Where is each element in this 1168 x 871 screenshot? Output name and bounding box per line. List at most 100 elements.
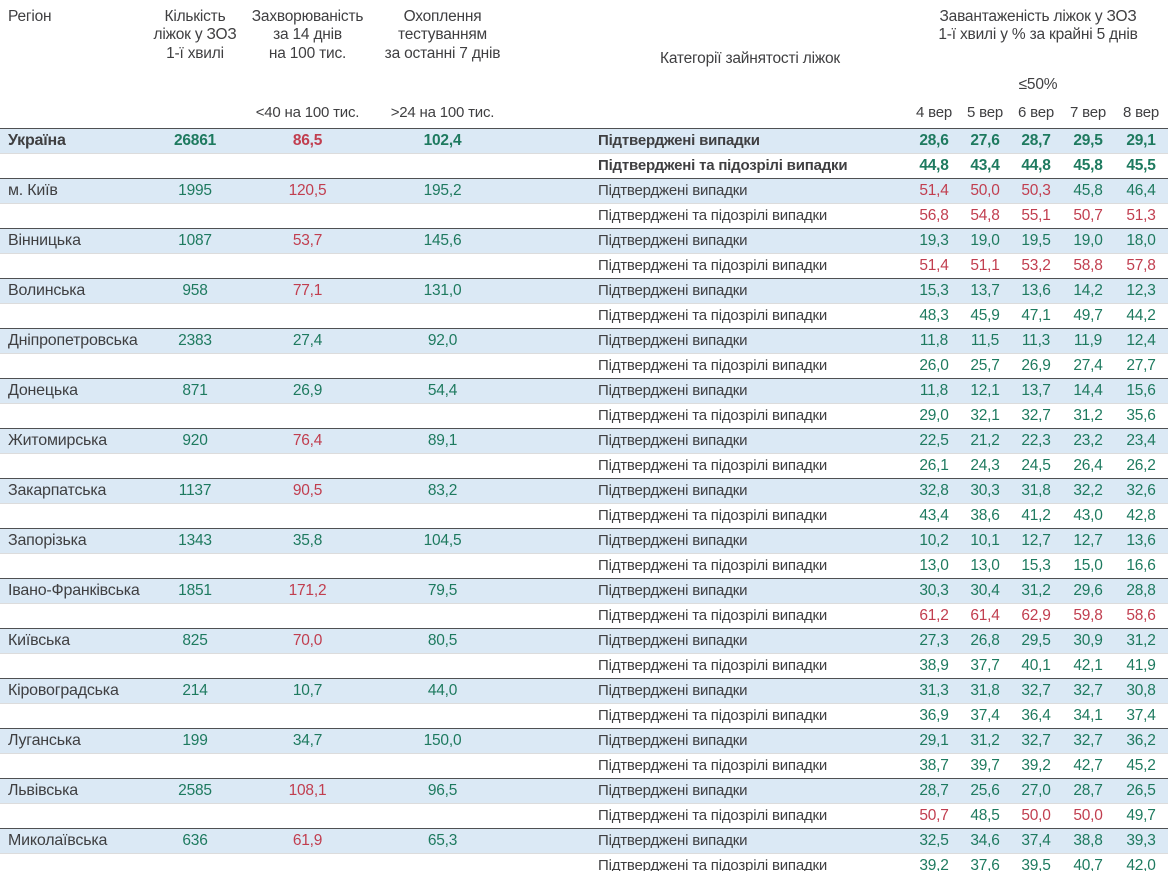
occupancy-value: 57,8 <box>1126 256 1156 274</box>
occupancy-value: 38,8 <box>1073 831 1103 849</box>
occupancy-value: 51,1 <box>970 256 1000 274</box>
category-label-suspected: Підтверджені та підозрілі випадки <box>598 307 828 325</box>
occupancy-value: 24,5 <box>1021 456 1051 474</box>
testing-value: 104,5 <box>423 531 462 549</box>
occupancy-value: 32,7 <box>1073 681 1103 699</box>
occupancy-value: 29,5 <box>1021 631 1051 649</box>
occupancy-value: 27,7 <box>1126 356 1156 374</box>
region-name: Івано-Франківська <box>8 581 140 599</box>
occupancy-value: 12,7 <box>1021 531 1051 549</box>
occupancy-value: 28,6 <box>919 131 949 149</box>
category-label-confirmed: Підтверджені випадки <box>598 782 748 800</box>
testing-value: 89,1 <box>427 431 458 449</box>
occupancy-value: 13,6 <box>1021 281 1051 299</box>
occupancy-value: 19,5 <box>1021 231 1051 249</box>
occupancy-value: 38,6 <box>970 506 1000 524</box>
beds-value: 214 <box>182 681 208 699</box>
testing-value: 65,3 <box>427 831 458 849</box>
occupancy-value: 39,2 <box>1021 756 1051 774</box>
occupancy-value: 51,3 <box>1126 206 1156 224</box>
occupancy-value: 39,2 <box>919 856 949 871</box>
occupancy-value: 45,9 <box>970 306 1000 324</box>
occupancy-value: 13,0 <box>919 556 949 574</box>
header-occupancy: Завантаженість ліжок у ЗОЗ 1-ї хвилі у %… <box>938 8 1138 44</box>
occupancy-value: 49,7 <box>1126 806 1156 824</box>
region-name: Україна <box>8 131 66 149</box>
table-header: Регіон Кількість ліжок у ЗОЗ 1-ї хвилі З… <box>0 0 1168 128</box>
occupancy-value: 26,0 <box>919 356 949 374</box>
occupancy-value: 21,2 <box>970 431 1000 449</box>
occupancy-value: 30,3 <box>919 581 949 599</box>
occupancy-value: 44,8 <box>919 156 949 174</box>
occupancy-value: 45,8 <box>1073 181 1103 199</box>
region-block: Житомирська 920 76,4 89,1 Підтверджені в… <box>0 428 1168 478</box>
testing-value: 102,4 <box>423 131 462 149</box>
beds-value: 199 <box>182 731 208 749</box>
category-label-suspected: Підтверджені та підозрілі випадки <box>598 807 828 825</box>
occupancy-value: 39,7 <box>970 756 1000 774</box>
header-category: Категорії зайнятості ліжок <box>659 49 840 67</box>
testing-value: 80,5 <box>427 631 458 649</box>
occupancy-value: 39,5 <box>1021 856 1051 871</box>
header-testing-threshold: >24 на 100 тис. <box>390 104 495 122</box>
region-block: Волинська 958 77,1 131,0 Підтверджені ви… <box>0 278 1168 328</box>
category-label-confirmed: Підтверджені випадки <box>598 332 748 350</box>
occupancy-value: 26,2 <box>1126 456 1156 474</box>
category-label-suspected: Підтверджені та підозрілі випадки <box>598 557 828 575</box>
region-name: Миколаївська <box>8 831 108 849</box>
occupancy-value: 28,8 <box>1126 581 1156 599</box>
occupancy-value: 45,2 <box>1126 756 1156 774</box>
occupancy-value: 37,7 <box>970 656 1000 674</box>
region-name: Закарпатська <box>8 481 107 499</box>
occupancy-value: 24,3 <box>970 456 1000 474</box>
occupancy-value: 19,0 <box>1073 231 1103 249</box>
occupancy-value: 19,0 <box>970 231 1000 249</box>
occupancy-value: 31,2 <box>1021 581 1051 599</box>
category-label-confirmed: Підтверджені випадки <box>598 482 748 500</box>
occupancy-value: 30,3 <box>970 481 1000 499</box>
occupancy-value: 56,8 <box>919 206 949 224</box>
occupancy-value: 15,3 <box>1021 556 1051 574</box>
testing-value: 92,0 <box>427 331 458 349</box>
category-label-suspected: Підтверджені та підозрілі випадки <box>598 657 828 675</box>
region-block: Вінницька 1087 53,7 145,6 Підтверджені в… <box>0 228 1168 278</box>
table-body: Україна 26861 86,5 102,4 Підтверджені ви… <box>0 128 1168 871</box>
beds-value: 636 <box>182 831 208 849</box>
region-name: Вінницька <box>8 231 81 249</box>
occupancy-value: 29,1 <box>919 731 949 749</box>
region-name: Донецька <box>8 381 78 399</box>
occupancy-value: 27,4 <box>1073 356 1103 374</box>
region-block: Україна 26861 86,5 102,4 Підтверджені ви… <box>0 128 1168 178</box>
region-block: Запорізька 1343 35,8 104,5 Підтверджені … <box>0 528 1168 578</box>
occupancy-value: 43,4 <box>970 156 1000 174</box>
occupancy-value: 42,8 <box>1126 506 1156 524</box>
testing-value: 195,2 <box>423 181 462 199</box>
occupancy-value: 42,7 <box>1073 756 1103 774</box>
category-label-confirmed: Підтверджені випадки <box>598 682 748 700</box>
occupancy-value: 26,8 <box>970 631 1000 649</box>
occupancy-value: 32,7 <box>1073 731 1103 749</box>
category-label-suspected: Підтверджені та підозрілі випадки <box>598 757 828 775</box>
region-name: Кіровоградська <box>8 681 119 699</box>
occupancy-value: 31,8 <box>1021 481 1051 499</box>
occupancy-value: 50,0 <box>1073 806 1103 824</box>
occupancy-value: 15,0 <box>1073 556 1103 574</box>
occupancy-value: 28,7 <box>1073 781 1103 799</box>
beds-value: 1343 <box>178 531 212 549</box>
occupancy-value: 37,6 <box>970 856 1000 871</box>
occupancy-value: 23,4 <box>1126 431 1156 449</box>
occupancy-value: 13,0 <box>970 556 1000 574</box>
occupancy-value: 58,6 <box>1126 606 1156 624</box>
header-incidence: Захворюваність за 14 днів на 100 тис. <box>251 8 364 62</box>
region-name: Львівська <box>8 781 78 799</box>
occupancy-value: 51,4 <box>919 181 949 199</box>
category-label-suspected: Підтверджені та підозрілі випадки <box>598 507 828 525</box>
occupancy-value: 11,8 <box>919 331 949 349</box>
beds-value: 871 <box>182 381 208 399</box>
header-date-4: 7 вер <box>1070 104 1106 122</box>
category-label-confirmed: Підтверджені випадки <box>598 632 748 650</box>
region-name: Луганська <box>8 731 81 749</box>
beds-value: 1087 <box>178 231 212 249</box>
occupancy-value: 55,1 <box>1021 206 1051 224</box>
occupancy-value: 44,2 <box>1126 306 1156 324</box>
